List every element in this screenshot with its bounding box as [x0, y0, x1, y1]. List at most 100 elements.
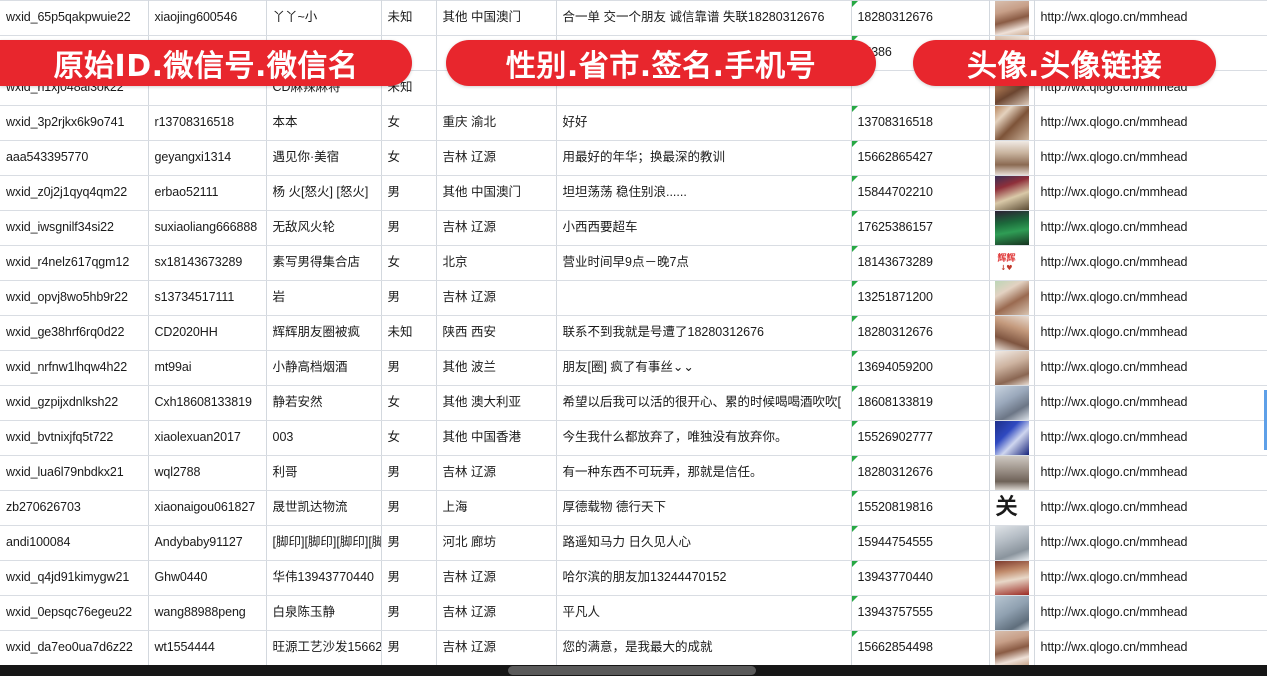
cell-url[interactable]: http://wx.qlogo.cn/mmhead [1034, 560, 1267, 596]
cell-id[interactable]: wxid_iwsgnilf34si22 [0, 210, 149, 246]
table-row[interactable]: wxid_nrfnw1lhqw4h22 mt99ai 小静高档烟酒 男 其他 波兰 朋友[… [0, 350, 1267, 386]
avatar-cell[interactable] [989, 350, 1035, 386]
cell-url[interactable]: http://wx.qlogo.cn/mmhead [1034, 280, 1267, 316]
cell-prov[interactable]: 上海 [436, 490, 557, 526]
cell-wxname[interactable]: 丫丫~小 [266, 0, 382, 36]
cell-id[interactable]: wxid_nrfnw1lhqw4h22 [0, 350, 149, 386]
cell-gender[interactable]: 男 [381, 560, 437, 596]
cell-phone[interactable]: 18143673289 [851, 245, 990, 281]
cell-wxno[interactable]: s13734517111 [148, 280, 267, 316]
cell-wxno[interactable]: CD2020HH [148, 315, 267, 351]
cell-wxname[interactable]: 素写男得集合店 [266, 245, 382, 281]
cell-gender[interactable]: 男 [381, 630, 437, 666]
cell-wxno[interactable]: wt1554444 [148, 630, 267, 666]
cell-sign[interactable]: 坦坦荡荡 稳住别浪...... [556, 175, 852, 211]
cell-wxno[interactable]: wang88988peng [148, 595, 267, 631]
table-row[interactable]: wxid_lua6l79nbdkx21 wql2788 利哥 男 吉林 辽源 有一种东西不… [0, 455, 1267, 491]
table-row[interactable]: wxid_65p5qakpwuie22 xiaojing600546 丫丫~小 未知 其… [0, 0, 1267, 36]
cell-gender[interactable]: 男 [381, 455, 437, 491]
cell-prov[interactable]: 河北 廊坊 [436, 525, 557, 561]
cell-gender[interactable]: 男 [381, 175, 437, 211]
cell-id[interactable]: zb270626703 [0, 490, 149, 526]
cell-prov[interactable]: 其他 中国香港 [436, 420, 557, 456]
cell-wxname[interactable]: 无敌风火轮 [266, 210, 382, 246]
cell-url[interactable]: http://wx.qlogo.cn/mmhead [1034, 420, 1267, 456]
cell-prov[interactable]: 吉林 辽源 [436, 560, 557, 596]
avatar-cell[interactable] [989, 0, 1035, 36]
cell-phone[interactable]: 13943770440 [851, 560, 990, 596]
cell-url[interactable]: http://wx.qlogo.cn/mmhead [1034, 385, 1267, 421]
cell-wxno[interactable]: wql2788 [148, 455, 267, 491]
cell-prov[interactable]: 其他 澳大利亚 [436, 385, 557, 421]
cell-prov[interactable]: 吉林 辽源 [436, 455, 557, 491]
table-row[interactable]: wxid_z0j2j1qyq4qm22 erbao52111 杨 火[怒火] [怒火… [0, 175, 1267, 211]
cell-gender[interactable]: 男 [381, 595, 437, 631]
table-row[interactable]: wxid_ge38hrf6rq0d22 CD2020HH 辉辉朋友圈被疯 未知 陕西 西… [0, 315, 1267, 351]
cell-prov[interactable]: 吉林 辽源 [436, 140, 557, 176]
cell-wxname[interactable]: 利哥 [266, 455, 382, 491]
cell-phone[interactable]: 13708316518 [851, 105, 990, 141]
cell-prov[interactable]: 吉林 辽源 [436, 595, 557, 631]
cell-id[interactable]: wxid_z0j2j1qyq4qm22 [0, 175, 149, 211]
cell-phone[interactable]: 18280312676 [851, 455, 990, 491]
cell-phone[interactable]: 15662854498 [851, 630, 990, 666]
cell-url[interactable]: http://wx.qlogo.cn/mmhead [1034, 630, 1267, 666]
avatar-cell[interactable]: 关 [989, 490, 1035, 526]
cell-wxno[interactable]: sx18143673289 [148, 245, 267, 281]
cell-wxname[interactable]: 白泉陈玉静 [266, 595, 382, 631]
cell-sign[interactable]: 小西西要超车 [556, 210, 852, 246]
cell-sign[interactable]: 平凡人 [556, 595, 852, 631]
cell-id[interactable]: wxid_65p5qakpwuie22 [0, 0, 149, 36]
table-row[interactable]: wxid_0epsqc76egeu22 wang88988peng 白泉陈玉静 男 吉林… [0, 595, 1267, 631]
cell-id[interactable]: wxid_q4jd91kimygw21 [0, 560, 149, 596]
table-row[interactable]: zb270626703 xiaonaigou061827 晟世凯达物流 男 上海 厚德载物… [0, 490, 1267, 526]
cell-url[interactable]: http://wx.qlogo.cn/mmhead [1034, 490, 1267, 526]
cell-wxname[interactable]: 晟世凯达物流 [266, 490, 382, 526]
cell-url[interactable]: http://wx.qlogo.cn/mmhead [1034, 245, 1267, 281]
cell-id[interactable]: wxid_3p2rjkx6k9o741 [0, 105, 149, 141]
cell-phone[interactable]: 13943757555 [851, 595, 990, 631]
cell-wxname[interactable]: 小静高档烟酒 [266, 350, 382, 386]
cell-wxname[interactable]: [脚印][脚印][脚印][脚印 [266, 525, 382, 561]
cell-sign[interactable]: 今生我什么都放弃了，唯独没有放弃你。 [556, 420, 852, 456]
cell-wxname[interactable]: 华伟13943770440 [266, 560, 382, 596]
cell-wxname[interactable]: 遇见你·美宿 [266, 140, 382, 176]
table-row[interactable]: andi100084 Andybaby91127 [脚印][脚印][脚印][脚印男 河… [0, 525, 1267, 561]
cell-prov[interactable]: 其他 中国澳门 [436, 175, 557, 211]
cell-gender[interactable]: 女 [381, 420, 437, 456]
table-row[interactable]: wxid_r4nelz617qgm12 sx18143673289 素写男得集合店 女… [0, 245, 1267, 281]
cell-sign[interactable]: 用最好的年华；换最深的教训 [556, 140, 852, 176]
cell-wxname[interactable]: 杨 火[怒火] [怒火] [266, 175, 382, 211]
cell-id[interactable]: wxid_gzpijxdnlksh22 [0, 385, 149, 421]
cell-wxno[interactable]: Andybaby91127 [148, 525, 267, 561]
cell-gender[interactable]: 男 [381, 525, 437, 561]
cell-phone[interactable]: 18608133819 [851, 385, 990, 421]
cell-id[interactable]: wxid_da7eo0ua7d6z22 [0, 630, 149, 666]
cell-wxno[interactable]: suxiaoliang666888 [148, 210, 267, 246]
table-row[interactable]: wxid_3p2rjkx6k9o741 r13708316518 本本 女 重庆 渝北 好… [0, 105, 1267, 141]
cell-wxname[interactable]: 旺源工艺沙发15662854 [266, 630, 382, 666]
cell-phone[interactable]: 15520819816 [851, 490, 990, 526]
cell-url[interactable]: http://wx.qlogo.cn/mmhead [1034, 0, 1267, 36]
table-row[interactable]: wxid_q4jd91kimygw21 Ghw0440 华伟13943770440 男… [0, 560, 1267, 596]
avatar-cell[interactable] [989, 455, 1035, 491]
cell-wxname[interactable]: 岩 [266, 280, 382, 316]
cell-wxname[interactable]: 静若安然 [266, 385, 382, 421]
cell-wxno[interactable]: Ghw0440 [148, 560, 267, 596]
cell-sign[interactable]: 联系不到我就是号遭了18280312676 [556, 315, 852, 351]
cell-wxno[interactable]: r13708316518 [148, 105, 267, 141]
table-row[interactable]: aaa543395770 geyangxi1314 遇见你·美宿 女 吉林 辽源 用最好的… [0, 140, 1267, 176]
cell-phone[interactable]: 15526902777 [851, 420, 990, 456]
table-row[interactable]: wxid_gzpijxdnlksh22 Cxh18608133819 静若安然 女 其他… [0, 385, 1267, 421]
cell-sign[interactable]: 朋友[圈] 疯了有事丝⌄⌄ [556, 350, 852, 386]
cell-sign[interactable]: 合一单 交一个朋友 诚信靠谱 失联18280312676 [556, 0, 852, 36]
avatar-cell[interactable] [989, 630, 1035, 666]
cell-phone[interactable]: 15944754555 [851, 525, 990, 561]
cell-url[interactable]: http://wx.qlogo.cn/mmhead [1034, 455, 1267, 491]
cell-url[interactable]: http://wx.qlogo.cn/mmhead [1034, 175, 1267, 211]
cell-url[interactable]: http://wx.qlogo.cn/mmhead [1034, 210, 1267, 246]
cell-url[interactable]: http://wx.qlogo.cn/mmhead [1034, 105, 1267, 141]
table-row[interactable]: wxid_bvtnixjfq5t722 xiaolexuan2017 003 女 其他 … [0, 420, 1267, 456]
avatar-cell[interactable]: 辉辉 ↓♥ [989, 245, 1035, 281]
cell-url[interactable]: http://wx.qlogo.cn/mmhead [1034, 595, 1267, 631]
